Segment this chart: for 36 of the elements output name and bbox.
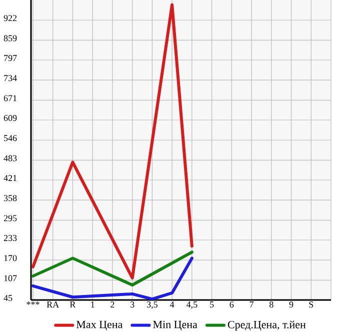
y-tick-label: 859	[4, 35, 17, 42]
x-tick-label: 3	[130, 302, 134, 308]
y-tick-label: 107	[4, 275, 17, 282]
x-tick-label: 1	[91, 302, 94, 308]
y-tick-label: 546	[4, 135, 17, 142]
y-tick-label: 170	[4, 255, 17, 262]
y-tick-label: 295	[4, 215, 17, 222]
y-tick-label: 421	[4, 175, 16, 181]
line-series	[31, 3, 194, 280]
x-tick-label: ***	[26, 302, 40, 305]
y-tick-label: 797	[4, 54, 17, 62]
y-tick-label: 358	[4, 195, 17, 202]
x-tick-label: 3,5	[146, 302, 158, 309]
y-tick-label: 45	[4, 294, 12, 302]
y-tick-label: 671	[4, 95, 16, 102]
x-tick-label: 4,5	[186, 302, 198, 309]
y-tick-label: 233	[4, 234, 17, 242]
line-series	[31, 250, 194, 286]
y-tick-label: 483	[4, 155, 17, 162]
x-tick-label: 9	[289, 302, 294, 308]
x-tick-label: 8	[269, 302, 274, 308]
y-tick-label: 734	[4, 75, 17, 82]
x-tick-label: 5	[210, 302, 214, 308]
line-series	[31, 256, 194, 300]
legend-label: Min Цена	[153, 320, 198, 330]
y-tick-label: 609	[4, 114, 17, 122]
legend-label: Max Цена	[76, 320, 123, 330]
y-tick-label: 922	[4, 15, 17, 22]
x-tick-label: 7	[250, 302, 254, 308]
x-tick-label: 6	[230, 302, 234, 308]
legend-label: Сред.Цена, т.йен	[228, 320, 306, 331]
x-tick-label: S	[309, 302, 314, 308]
x-tick-label: 2	[110, 302, 114, 308]
x-tick-label: RA	[46, 302, 60, 308]
x-tick-label: R	[70, 302, 76, 308]
x-tick-label: 4	[170, 302, 174, 308]
